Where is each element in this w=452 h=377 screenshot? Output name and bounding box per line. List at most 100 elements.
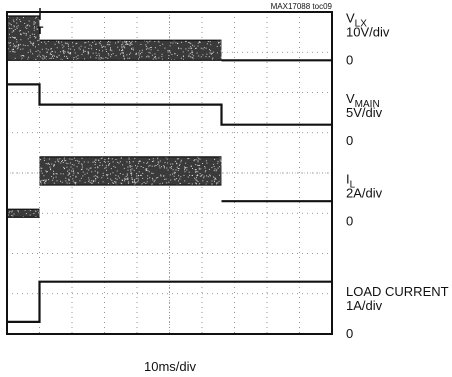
band-speckle bbox=[69, 158, 71, 160]
band-speckle bbox=[130, 169, 132, 171]
band-speckle bbox=[60, 162, 62, 164]
band-speckle bbox=[121, 52, 123, 54]
band-speckle bbox=[73, 182, 75, 184]
band-speckle bbox=[43, 157, 45, 159]
band-speckle bbox=[55, 176, 57, 178]
band-speckle bbox=[89, 181, 91, 183]
band-speckle bbox=[32, 45, 34, 46]
band-speckle bbox=[62, 50, 64, 52]
band-speckle bbox=[152, 177, 153, 179]
band-speckle bbox=[115, 182, 117, 184]
band-speckle bbox=[117, 41, 119, 43]
band-speckle bbox=[34, 26, 35, 28]
band-speckle bbox=[138, 52, 140, 54]
band-speckle bbox=[58, 42, 60, 44]
band-speckle bbox=[97, 172, 99, 174]
band-speckle bbox=[75, 160, 77, 161]
band-speckle bbox=[105, 167, 107, 169]
band-speckle bbox=[44, 182, 46, 184]
band-speckle bbox=[77, 172, 79, 174]
channel-subscript-il: L bbox=[350, 179, 356, 190]
band-speckle bbox=[195, 171, 197, 173]
band-speckle bbox=[13, 37, 15, 39]
band-speckle bbox=[210, 50, 212, 52]
band-speckle bbox=[163, 165, 165, 167]
band-speckle bbox=[51, 163, 53, 165]
band-speckle bbox=[40, 167, 42, 169]
band-speckle bbox=[215, 170, 217, 172]
band-speckle bbox=[109, 163, 111, 164]
band-speckle bbox=[50, 52, 51, 54]
band-speckle bbox=[67, 163, 69, 165]
band-speckle bbox=[81, 164, 83, 166]
band-speckle bbox=[91, 180, 93, 182]
band-speckle bbox=[109, 49, 111, 51]
band-speckle bbox=[166, 182, 168, 184]
band-speckle bbox=[14, 46, 16, 48]
band-speckle bbox=[127, 181, 129, 183]
band-speckle bbox=[116, 178, 118, 180]
band-speckle bbox=[35, 51, 37, 52]
band-speckle bbox=[81, 53, 83, 55]
band-speckle bbox=[148, 56, 150, 58]
band-speckle bbox=[108, 183, 109, 185]
band-speckle bbox=[83, 50, 85, 52]
band-speckle bbox=[131, 40, 133, 42]
band-speckle bbox=[141, 183, 143, 185]
band-speckle bbox=[178, 165, 180, 166]
band-speckle bbox=[158, 41, 160, 43]
band-speckle bbox=[137, 177, 139, 179]
band-speckle bbox=[44, 179, 46, 181]
band-speckle bbox=[164, 162, 166, 164]
band-speckle bbox=[10, 42, 11, 44]
band-speckle bbox=[126, 161, 128, 163]
band-speckle bbox=[73, 170, 75, 172]
band-speckle bbox=[24, 209, 26, 211]
band-speckle bbox=[192, 51, 194, 53]
band-speckle bbox=[124, 177, 126, 179]
band-speckle bbox=[9, 51, 11, 53]
band-speckle bbox=[38, 39, 40, 41]
band-speckle bbox=[72, 171, 74, 172]
band-speckle bbox=[158, 162, 160, 164]
band-speckle bbox=[16, 48, 18, 50]
band-speckle bbox=[52, 179, 54, 181]
band-speckle bbox=[88, 169, 90, 171]
band-speckle bbox=[53, 182, 55, 184]
band-speckle bbox=[100, 40, 102, 42]
band-speckle bbox=[116, 170, 118, 172]
band-speckle bbox=[173, 175, 175, 177]
band-speckle bbox=[41, 48, 43, 50]
band-speckle bbox=[24, 32, 26, 34]
band-speckle bbox=[13, 46, 15, 48]
band-speckle bbox=[22, 216, 24, 217]
band-speckle bbox=[157, 49, 159, 51]
band-speckle bbox=[58, 54, 60, 56]
band-speckle bbox=[108, 165, 110, 167]
band-speckle bbox=[84, 173, 86, 175]
band-speckle bbox=[104, 46, 106, 48]
band-speckle bbox=[42, 179, 44, 181]
band-speckle bbox=[112, 172, 114, 174]
band-speckle bbox=[37, 55, 39, 57]
band-speckle bbox=[20, 55, 22, 57]
band-speckle bbox=[147, 55, 149, 57]
band-speckle bbox=[53, 165, 55, 167]
band-speckle bbox=[167, 162, 169, 164]
channel-subscript-vmain: MAIN bbox=[355, 99, 380, 110]
band-speckle bbox=[100, 157, 102, 159]
band-speckle bbox=[27, 24, 29, 26]
band-speckle bbox=[158, 57, 160, 59]
band-speckle bbox=[98, 182, 99, 184]
band-speckle bbox=[29, 25, 31, 27]
band-speckle bbox=[9, 45, 11, 47]
band-speckle bbox=[64, 160, 66, 162]
band-speckle bbox=[96, 49, 97, 50]
band-speckle bbox=[171, 167, 172, 169]
band-speckle bbox=[217, 182, 219, 184]
band-speckle bbox=[135, 52, 137, 54]
band-speckle bbox=[198, 157, 200, 159]
band-speckle bbox=[42, 54, 44, 56]
band-speckle bbox=[80, 45, 82, 47]
zero-label-load: 0 bbox=[346, 326, 353, 341]
